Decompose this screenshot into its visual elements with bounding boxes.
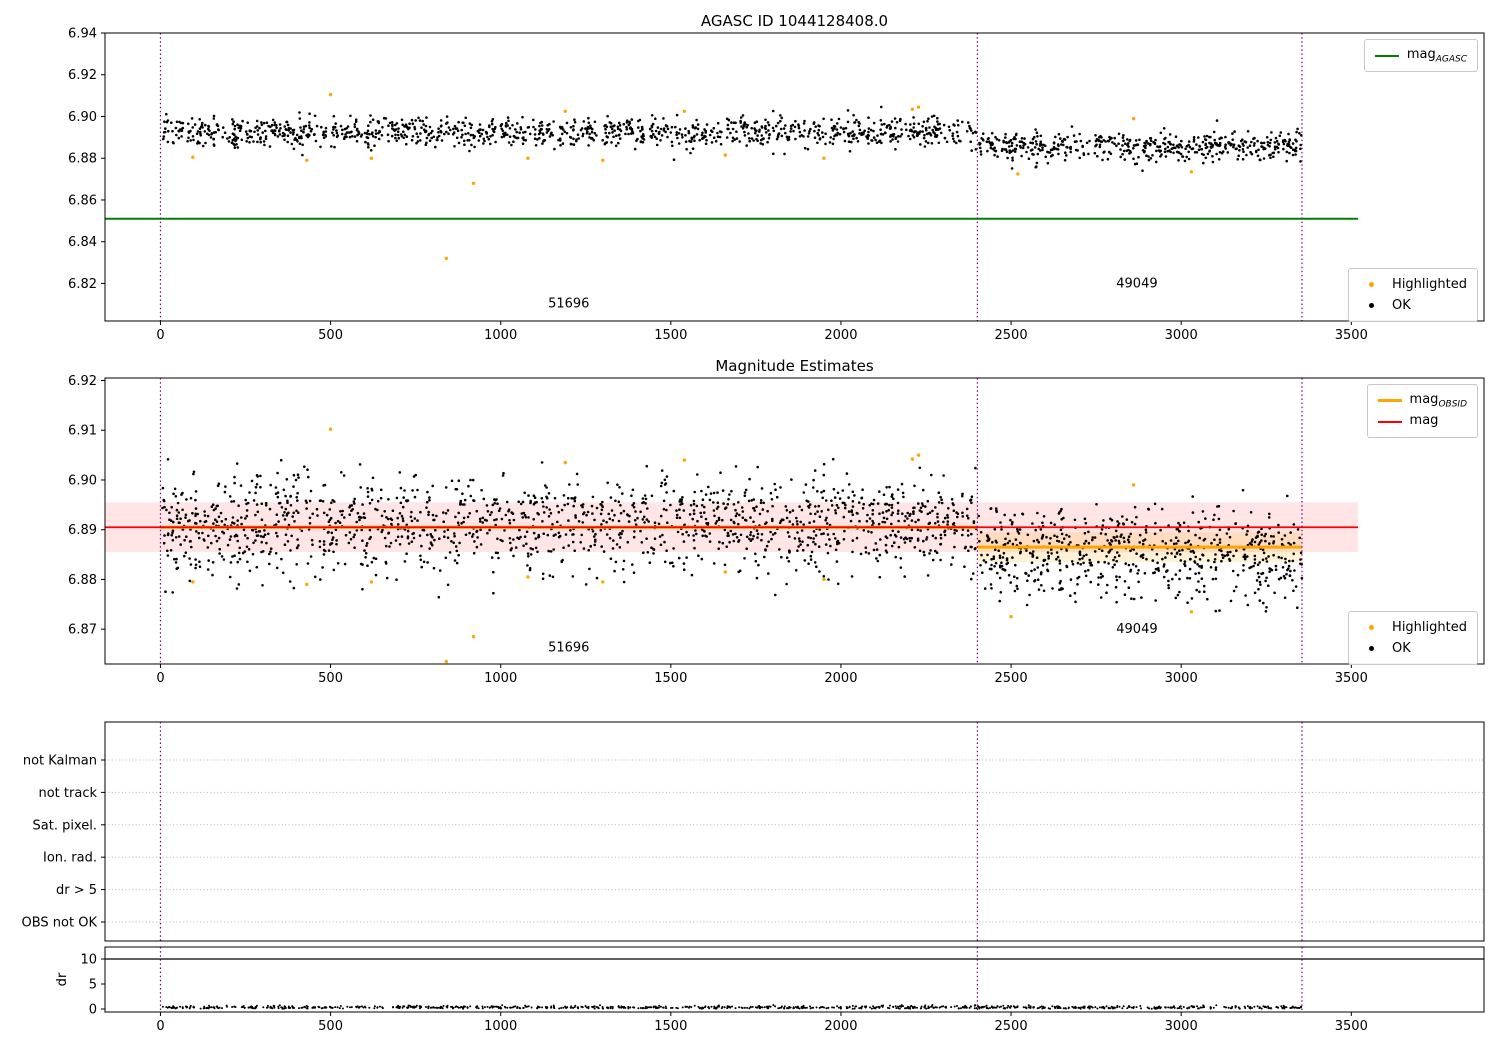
panel1-title: AGASC ID 1044128408.0	[700, 12, 889, 30]
flag-category-label: Ion. rad.	[43, 851, 97, 866]
x-tick-label: 1500	[654, 328, 687, 343]
panel2-border	[104, 377, 1485, 665]
flags-border	[104, 721, 1485, 942]
panel1-series-Highlighted	[191, 92, 1194, 261]
legend-panel1-bottom: Highlighted OK	[1348, 268, 1478, 322]
x-tick-label: 500	[318, 671, 343, 686]
mag-agasc-line-swatch	[1374, 54, 1399, 57]
y-tick-label: 6.88	[68, 152, 97, 167]
x-tick-label: 2500	[995, 1019, 1028, 1034]
obsid-annotation: 49049	[1116, 622, 1157, 637]
ok-dot-swatch	[1369, 646, 1375, 651]
x-tick-label: 0	[156, 671, 164, 686]
x-tick-label: 3000	[1165, 328, 1198, 343]
obsid-annotation: 51696	[548, 641, 589, 656]
x-tick-label: 2500	[995, 671, 1028, 686]
dr-y-axis-label: dr	[55, 972, 70, 986]
mag-obsid-line-swatch	[1377, 399, 1402, 402]
mag-obsid-label: magOBSID	[1409, 391, 1467, 410]
highlighted-dot-swatch	[1369, 282, 1375, 287]
y-tick-label: 6.82	[68, 277, 97, 292]
highlighted-label: Highlighted	[1392, 277, 1467, 292]
flag-category-label: OBS not OK	[22, 916, 98, 931]
y-tick-label: 6.94	[68, 27, 97, 42]
x-tick-label: 2000	[824, 328, 857, 343]
panel1-content	[105, 92, 1359, 261]
y-tick-label: 6.84	[68, 235, 97, 250]
dr-border	[104, 946, 1485, 1013]
y-tick-label: 6.87	[68, 623, 97, 638]
dr-content	[161, 1004, 1303, 1010]
dr-y-tick-label: 5	[89, 978, 97, 993]
y-tick-label: 6.91	[68, 424, 97, 439]
x-tick-label: 3000	[1165, 1019, 1198, 1034]
x-tick-label: 3500	[1335, 1019, 1368, 1034]
x-tick-label: 0	[156, 1019, 164, 1034]
y-tick-label: 6.92	[68, 68, 97, 83]
dr-y-tick-label: 0	[89, 1003, 97, 1018]
flag-category-label: Sat. pixel.	[33, 818, 97, 833]
y-tick-label: 6.89	[68, 523, 97, 538]
flag-category-label: not Kalman	[23, 754, 97, 769]
y-tick-label: 6.92	[68, 374, 97, 389]
legend-panel2-bottom: Highlighted OK	[1348, 611, 1478, 665]
x-tick-label: 3500	[1335, 328, 1368, 343]
x-tick-label: 500	[318, 1019, 343, 1034]
legend-item-mag-agasc: magAGASC	[1374, 45, 1467, 66]
ok-dot-swatch	[1369, 303, 1375, 308]
mag-agasc-label: magAGASC	[1406, 46, 1467, 65]
ok-label: OK	[1392, 298, 1411, 313]
panel1-border	[104, 32, 1485, 322]
x-tick-label: 3000	[1165, 671, 1198, 686]
legend-item-mag-obsid: magOBSID	[1377, 390, 1467, 411]
x-tick-label: 500	[318, 328, 343, 343]
panel2-title: Magnitude Estimates	[715, 357, 874, 375]
panel2-series-OK	[161, 457, 1304, 613]
x-tick-label: 1000	[484, 1019, 517, 1034]
x-tick-label: 1000	[484, 671, 517, 686]
legend-item-ok: OK	[1359, 295, 1467, 316]
x-tick-label: 2500	[995, 328, 1028, 343]
ok-label: OK	[1392, 641, 1411, 656]
y-tick-label: 6.88	[68, 573, 97, 588]
x-tick-label: 1500	[654, 1019, 687, 1034]
dr-y-tick-label: 10	[80, 953, 97, 968]
panel1-series-OK	[162, 105, 1303, 172]
highlighted-label: Highlighted	[1392, 620, 1467, 635]
panel2-content	[105, 427, 1359, 664]
legend-item-highlighted: Highlighted	[1359, 274, 1467, 295]
highlighted-dot-swatch	[1369, 625, 1375, 630]
obsid-annotation: 49049	[1116, 277, 1157, 292]
y-tick-label: 6.86	[68, 193, 97, 208]
mag-line-swatch	[1377, 420, 1402, 423]
legend-item-highlighted: Highlighted	[1359, 617, 1467, 638]
flag-category-label: not track	[38, 786, 97, 801]
y-tick-label: 6.90	[68, 473, 97, 488]
x-tick-label: 1000	[484, 328, 517, 343]
obsid-annotation: 51696	[548, 296, 589, 311]
legend-item-mag: mag	[1377, 411, 1467, 432]
panel2-series-Highlighted	[191, 427, 1194, 664]
x-tick-label: 2000	[824, 1019, 857, 1034]
x-tick-label: 1500	[654, 671, 687, 686]
x-tick-label: 3500	[1335, 671, 1368, 686]
x-tick-label: 0	[156, 328, 164, 343]
x-tick-label: 2000	[824, 671, 857, 686]
legend-item-ok: OK	[1359, 638, 1467, 659]
y-tick-label: 6.90	[68, 110, 97, 125]
mag-label: mag	[1409, 412, 1439, 428]
flag-category-label: dr > 5	[56, 883, 97, 898]
legend-panel1-top: magAGASC	[1363, 39, 1478, 72]
legend-panel2-top: magOBSID mag	[1366, 384, 1478, 438]
